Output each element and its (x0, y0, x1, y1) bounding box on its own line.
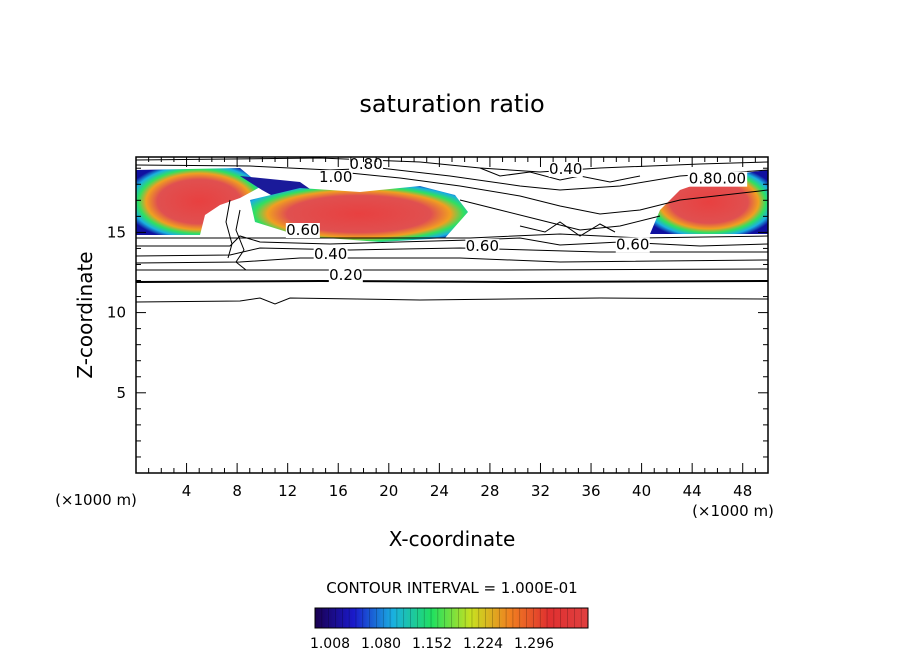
x-tick-label: 28 (480, 482, 499, 500)
contour-line (319, 169, 768, 215)
x-unit-label-left: (×1000 m) (55, 491, 137, 509)
contour-line (136, 233, 768, 239)
contour-lines (136, 157, 768, 305)
contour-label-bg (615, 237, 650, 253)
contour-line (479, 167, 641, 183)
x-tick-label: 48 (733, 482, 752, 500)
contour-label-bg (465, 239, 500, 255)
colorbar-ticks: 1.008 1.080 1.152 1.224 1.296 (310, 608, 582, 652)
colorbar-tick-label: 1.080 (361, 636, 401, 652)
contour-line (459, 199, 661, 231)
colorbar-tick-label: 1.008 (310, 636, 350, 652)
x-tick-label: 24 (430, 482, 449, 500)
contour-label-bg (687, 171, 748, 187)
contour-label: 0.20 (329, 266, 362, 284)
contour-line (136, 268, 768, 271)
contour-label-bg (313, 247, 348, 263)
contour-label-bg (285, 222, 320, 238)
contour-label-bg (349, 157, 384, 173)
contour-line (136, 157, 768, 173)
contour-label: 0.80.00 (689, 170, 746, 188)
x-tick-label: 20 (379, 482, 398, 500)
contour-line (519, 221, 616, 237)
x-tick-label: 4 (182, 482, 192, 500)
contour-line (235, 209, 247, 271)
y-tick-label: 5 (116, 384, 126, 402)
contour-line (136, 279, 768, 284)
contour-label-bg (548, 162, 583, 178)
contour-line (136, 247, 768, 257)
colorbar-tick-label: 1.224 (463, 636, 503, 652)
contour-label-bg (318, 170, 353, 186)
contour-label-bg (328, 267, 363, 283)
contour-label: 0.40 (314, 245, 347, 263)
contour-label: 0.60 (286, 221, 319, 239)
contour-label: 0.60 (616, 235, 649, 253)
colorbar (314, 607, 589, 629)
x-tick-label: 12 (278, 482, 297, 500)
x-tick-label: 40 (632, 482, 651, 500)
contour-line (225, 199, 233, 259)
x-unit-label-right: (×1000 m) (692, 502, 774, 520)
supersaturation-fields (136, 168, 768, 242)
field-left (136, 168, 262, 235)
x-tick-label: 16 (329, 482, 348, 500)
colorbar-tick-label: 1.296 (514, 636, 554, 652)
y-tick-label: 10 (107, 304, 126, 322)
x-axis-label: X-coordinate (389, 527, 516, 551)
contour-label: 0.80 (349, 155, 382, 173)
x-tick-label: 36 (581, 482, 600, 500)
contour-interval-text: CONTOUR INTERVAL = 1.000E-01 (326, 579, 577, 597)
contour-label: 0.60 (466, 237, 499, 255)
x-tick-label: 8 (232, 482, 242, 500)
contour-label: 1.00 (319, 168, 352, 186)
colorbar-tick-label: 1.152 (412, 636, 452, 652)
contour-labels: 0.80 0.40 0.80.00 1.00 0.60 0.60 0.60 0.40 0.20 (285, 155, 748, 284)
chart-title: saturation ratio (359, 90, 544, 118)
y-axis-ticks: 5 10 15 (107, 167, 768, 458)
x-axis-ticks: 4 8 12 16 20 24 28 32 36 40 44 48 (148, 157, 756, 500)
contour-label: 0.40 (549, 160, 582, 178)
contour-line (136, 164, 768, 191)
y-tick-label: 15 (107, 223, 126, 241)
x-tick-label: 32 (531, 482, 550, 500)
contour-line (136, 297, 768, 305)
x-tick-label: 44 (683, 482, 702, 500)
y-axis-label: Z-coordinate (73, 251, 97, 378)
field-center (250, 186, 468, 242)
contour-line (136, 257, 768, 264)
